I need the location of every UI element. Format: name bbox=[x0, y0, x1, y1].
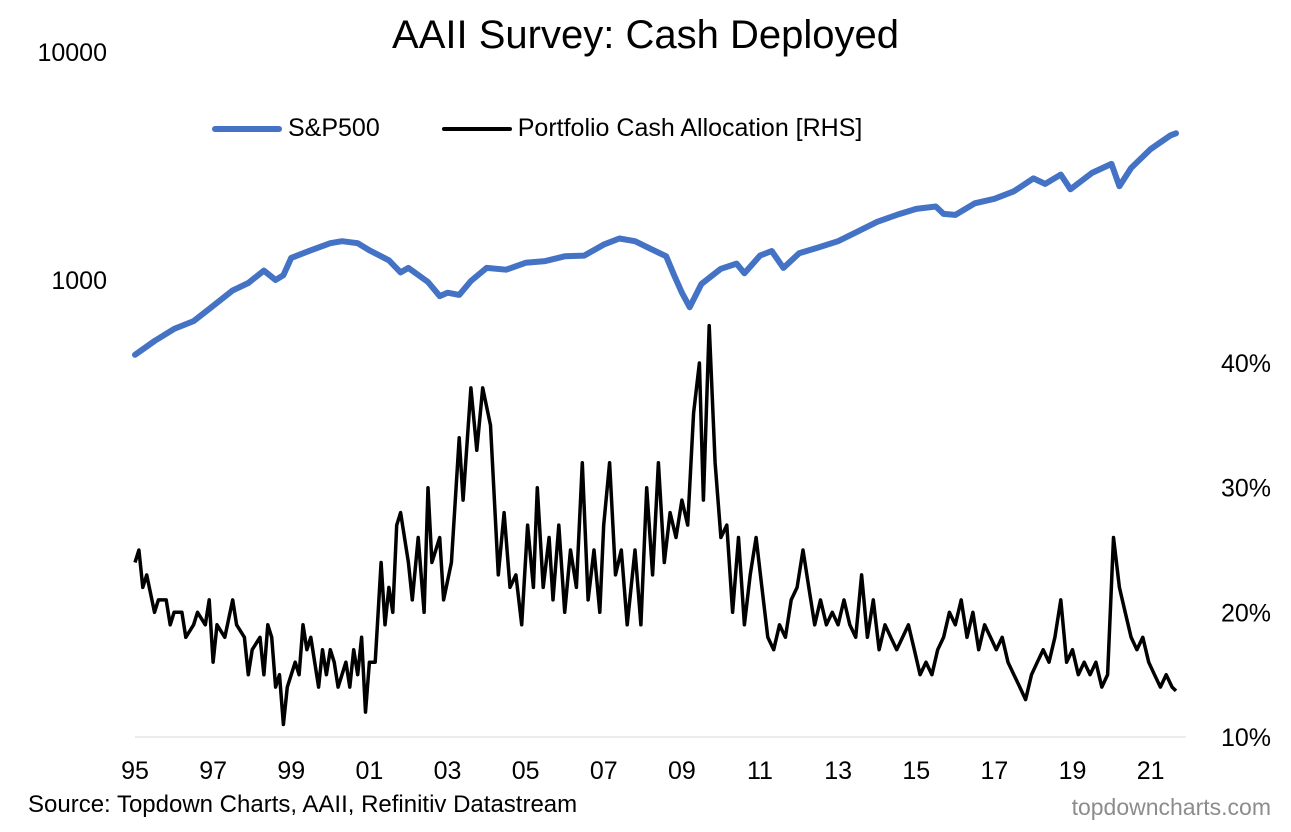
right-tick-label: 20% bbox=[1221, 599, 1271, 627]
legend-label-cash: Portfolio Cash Allocation [RHS] bbox=[517, 114, 863, 142]
legend: S&P500 Portfolio Cash Allocation [RHS] bbox=[212, 114, 924, 143]
right-tick-label: 30% bbox=[1221, 475, 1271, 503]
legend-item-sp500: S&P500 bbox=[212, 114, 380, 143]
cash-allocation-line bbox=[133, 323, 1178, 727]
x-tick-label: 95 bbox=[121, 757, 149, 785]
left-tick-label: 10000 bbox=[37, 39, 107, 67]
x-axis: 95 97 99 01 03 05 07 09 11 13 15 17 19 21 bbox=[121, 757, 1164, 785]
x-tick-label: 03 bbox=[434, 757, 462, 785]
chart-title: AAII Survey: Cash Deployed bbox=[392, 13, 899, 57]
legend-swatch-cash bbox=[441, 126, 512, 131]
sp500-line bbox=[132, 130, 1179, 358]
x-tick-label: 07 bbox=[590, 757, 618, 785]
source-note: Source: Topdown Charts, AAII, Refinitiv … bbox=[28, 791, 578, 818]
right-tick-label: 10% bbox=[1221, 724, 1271, 752]
x-tick-label: 01 bbox=[355, 757, 383, 785]
x-tick-label: 97 bbox=[199, 757, 227, 785]
x-tick-label: 15 bbox=[902, 757, 930, 785]
watermark: topdowncharts.com bbox=[1071, 794, 1271, 820]
x-tick-label: 99 bbox=[277, 757, 305, 785]
legend-label-sp500: S&P500 bbox=[288, 114, 380, 142]
x-tick-label: 11 bbox=[747, 757, 773, 785]
left-axis: 1000 10000 bbox=[37, 39, 107, 295]
x-tick-label: 09 bbox=[668, 757, 696, 785]
x-tick-label: 19 bbox=[1059, 757, 1087, 785]
right-axis: 10% 20% 30% 40% bbox=[1221, 350, 1271, 752]
legend-swatch-sp500 bbox=[212, 125, 282, 132]
x-tick-label: 13 bbox=[824, 757, 852, 785]
x-tick-label: 17 bbox=[980, 757, 1008, 785]
right-tick-label: 40% bbox=[1221, 350, 1271, 378]
x-tick-label: 05 bbox=[512, 757, 540, 785]
left-tick-label: 1000 bbox=[51, 267, 107, 295]
x-tick-label: 21 bbox=[1137, 757, 1165, 785]
legend-item-cash: Portfolio Cash Allocation [RHS] bbox=[441, 114, 863, 143]
